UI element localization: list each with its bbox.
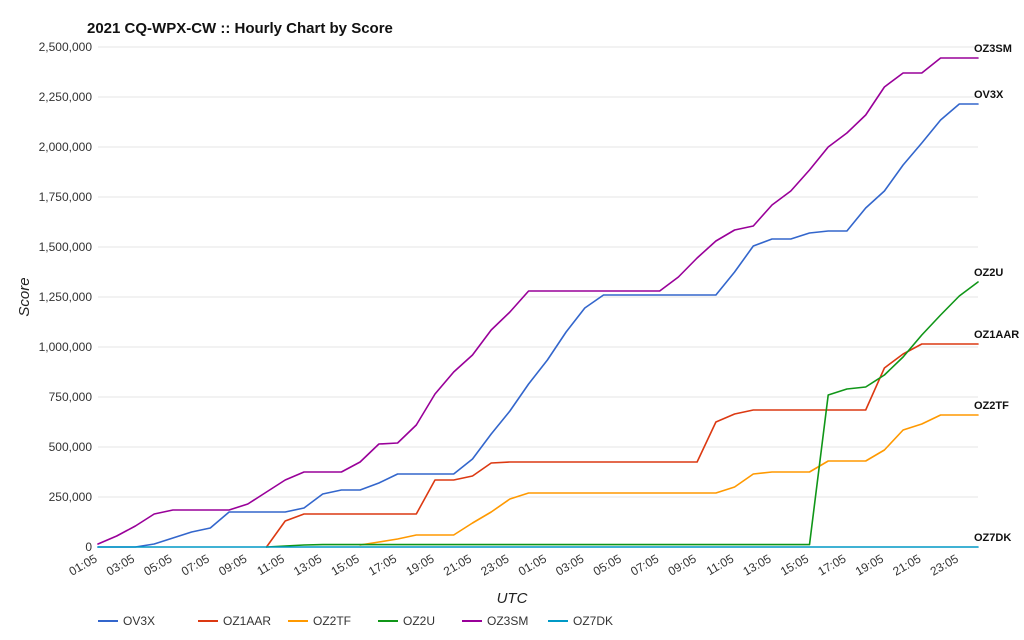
- legend-item-oz2u[interactable]: OZ2U: [378, 614, 435, 628]
- legend-label: OZ3SM: [487, 614, 528, 628]
- x-tick-label: 21:05: [441, 551, 474, 578]
- x-tick-label: 01:05: [66, 551, 99, 578]
- y-tick-label: 2,000,000: [39, 140, 93, 154]
- series-end-labels: OZ3SM OV3X OZ2U OZ1AAR OZ2TF OZ7DK: [974, 43, 1019, 544]
- y-tick-label: 500,000: [49, 440, 93, 454]
- y-tick-label: 1,750,000: [39, 190, 93, 204]
- legend-item-oz3sm[interactable]: OZ3SM: [462, 614, 528, 628]
- legend-item-oz2tf[interactable]: OZ2TF: [288, 614, 351, 628]
- y-axis-ticks: 0 250,000 500,000 750,000 1,000,000 1,250,000…: [39, 40, 93, 554]
- x-tick-label: 11:05: [704, 551, 737, 578]
- end-label-oz2tf: OZ2TF: [974, 400, 1009, 412]
- x-tick-label: 09:05: [666, 551, 699, 578]
- legend-label: OZ1AAR: [223, 614, 271, 628]
- x-tick-label: 05:05: [591, 551, 624, 578]
- y-tick-label: 2,250,000: [39, 90, 93, 104]
- series-line-oz2u: [265, 281, 979, 548]
- end-label-oz2u: OZ2U: [974, 267, 1003, 279]
- x-axis-ticks: 01:05 03:05 05:05 07:05 09:05 11:05 13:05 15:05…: [66, 551, 961, 578]
- y-tick-label: 750,000: [49, 390, 93, 404]
- x-tick-label: 17:05: [815, 551, 848, 578]
- x-tick-label: 11:05: [254, 551, 287, 578]
- x-tick-label: 21:05: [890, 551, 923, 578]
- x-tick-label: 13:05: [291, 551, 324, 578]
- x-tick-label: 03:05: [553, 551, 586, 578]
- legend-label: OV3X: [123, 614, 155, 628]
- legend-item-oz1aar[interactable]: OZ1AAR: [198, 614, 271, 628]
- chart-title: 2021 CQ-WPX-CW :: Hourly Chart by Score: [87, 20, 393, 37]
- y-tick-label: 1,500,000: [39, 240, 93, 254]
- series-line-oz3sm: [97, 57, 979, 545]
- x-tick-label: 13:05: [741, 551, 774, 578]
- end-label-ov3x: OV3X: [974, 89, 1004, 101]
- x-tick-label: 15:05: [329, 551, 362, 578]
- x-tick-label: 17:05: [366, 551, 399, 578]
- x-tick-label: 23:05: [478, 551, 511, 578]
- x-tick-label: 23:05: [928, 551, 961, 578]
- y-tick-label: 250,000: [49, 490, 93, 504]
- x-tick-label: 09:05: [216, 551, 249, 578]
- legend-item-ov3x[interactable]: OV3X: [98, 614, 155, 628]
- y-tick-label: 2,500,000: [39, 40, 93, 54]
- x-tick-label: 05:05: [141, 551, 174, 578]
- legend-label: OZ7DK: [573, 614, 613, 628]
- legend: OV3X OZ1AAR OZ2TF OZ2U OZ3SM OZ7DK: [98, 614, 613, 628]
- series-line-oz1aar: [265, 343, 979, 548]
- legend-label: OZ2TF: [313, 614, 351, 628]
- end-label-oz1aar: OZ1AAR: [974, 329, 1019, 341]
- y-tick-label: 1,000,000: [39, 340, 93, 354]
- x-tick-label: 01:05: [516, 551, 549, 578]
- legend-item-oz7dk[interactable]: OZ7DK: [548, 614, 613, 628]
- y-axis-title: Score: [16, 277, 33, 316]
- x-tick-label: 07:05: [179, 551, 212, 578]
- y-tick-label: 0: [85, 540, 92, 554]
- series-line-ov3x: [97, 103, 979, 548]
- x-axis-title: UTC: [497, 590, 528, 607]
- end-label-oz7dk: OZ7DK: [974, 532, 1011, 544]
- x-tick-label: 03:05: [104, 551, 137, 578]
- grid-lines: [98, 46, 978, 498]
- x-tick-label: 19:05: [404, 551, 437, 578]
- legend-label: OZ2U: [403, 614, 435, 628]
- series-line-oz2tf: [359, 414, 979, 546]
- x-tick-label: 07:05: [628, 551, 661, 578]
- series-lines: [97, 57, 979, 548]
- y-tick-label: 1,250,000: [39, 290, 93, 304]
- end-label-oz3sm: OZ3SM: [974, 43, 1012, 55]
- x-tick-label: 15:05: [778, 551, 811, 578]
- x-tick-label: 19:05: [853, 551, 886, 578]
